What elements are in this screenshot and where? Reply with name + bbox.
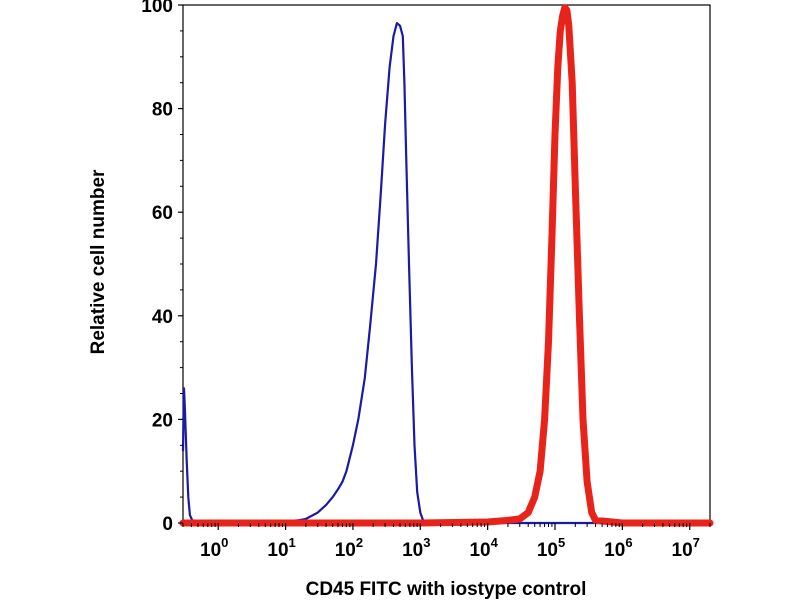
x-axis-title: CD45 FITC with iostype control [306, 579, 587, 600]
plot-area-frame [182, 4, 711, 524]
x-tick-label: 102 [335, 535, 363, 561]
y-tick-label: 60 [152, 203, 173, 224]
series-line-blue [181, 22, 712, 525]
x-tick-label: 103 [402, 535, 430, 561]
series-line-red [179, 4, 714, 527]
y-axis-title: Relative cell number [88, 169, 109, 354]
y-tick-label: 0 [162, 514, 173, 535]
y-tick-label: 20 [152, 410, 173, 431]
x-tick-label: 101 [267, 535, 295, 561]
y-tick-label: 80 [152, 100, 173, 121]
x-tick-label: 104 [469, 535, 498, 561]
x-tick-label: 100 [200, 535, 228, 561]
x-tick-label: 106 [604, 535, 632, 561]
y-tick-label: 40 [152, 307, 173, 328]
x-tick-label: 105 [537, 535, 565, 561]
x-tick-label: 107 [672, 535, 700, 561]
y-tick-label: 100 [141, 0, 173, 17]
